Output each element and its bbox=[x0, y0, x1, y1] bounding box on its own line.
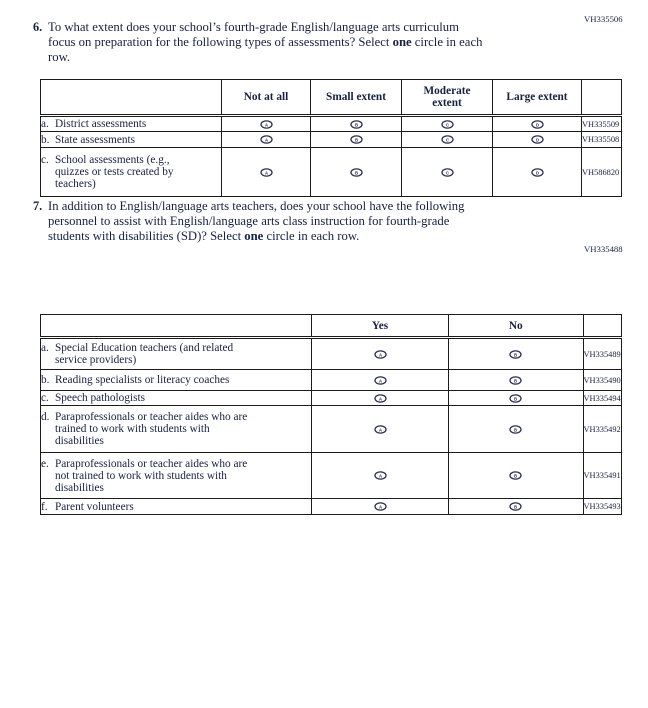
svg-text:B: B bbox=[514, 474, 517, 479]
svg-text:B: B bbox=[514, 396, 517, 401]
svg-text:C: C bbox=[445, 122, 448, 127]
svg-text:A: A bbox=[378, 474, 381, 479]
svg-text:A: A bbox=[378, 505, 381, 510]
svg-text:B: B bbox=[514, 505, 517, 510]
svg-text:B: B bbox=[514, 378, 517, 383]
svg-text:D: D bbox=[535, 122, 538, 127]
svg-text:A: A bbox=[378, 378, 381, 383]
svg-text:C: C bbox=[445, 170, 448, 175]
svg-text:B: B bbox=[354, 170, 357, 175]
svg-text:D: D bbox=[535, 170, 538, 175]
svg-text:B: B bbox=[514, 427, 517, 432]
svg-text:A: A bbox=[378, 352, 381, 357]
svg-text:A: A bbox=[264, 122, 267, 127]
svg-text:A: A bbox=[264, 170, 267, 175]
svg-text:C: C bbox=[445, 138, 448, 143]
svg-text:A: A bbox=[264, 138, 267, 143]
svg-text:B: B bbox=[514, 352, 517, 357]
svg-text:A: A bbox=[378, 396, 381, 401]
svg-text:B: B bbox=[354, 138, 357, 143]
svg-text:A: A bbox=[378, 427, 381, 432]
svg-text:B: B bbox=[354, 122, 357, 127]
svg-text:D: D bbox=[535, 138, 538, 143]
